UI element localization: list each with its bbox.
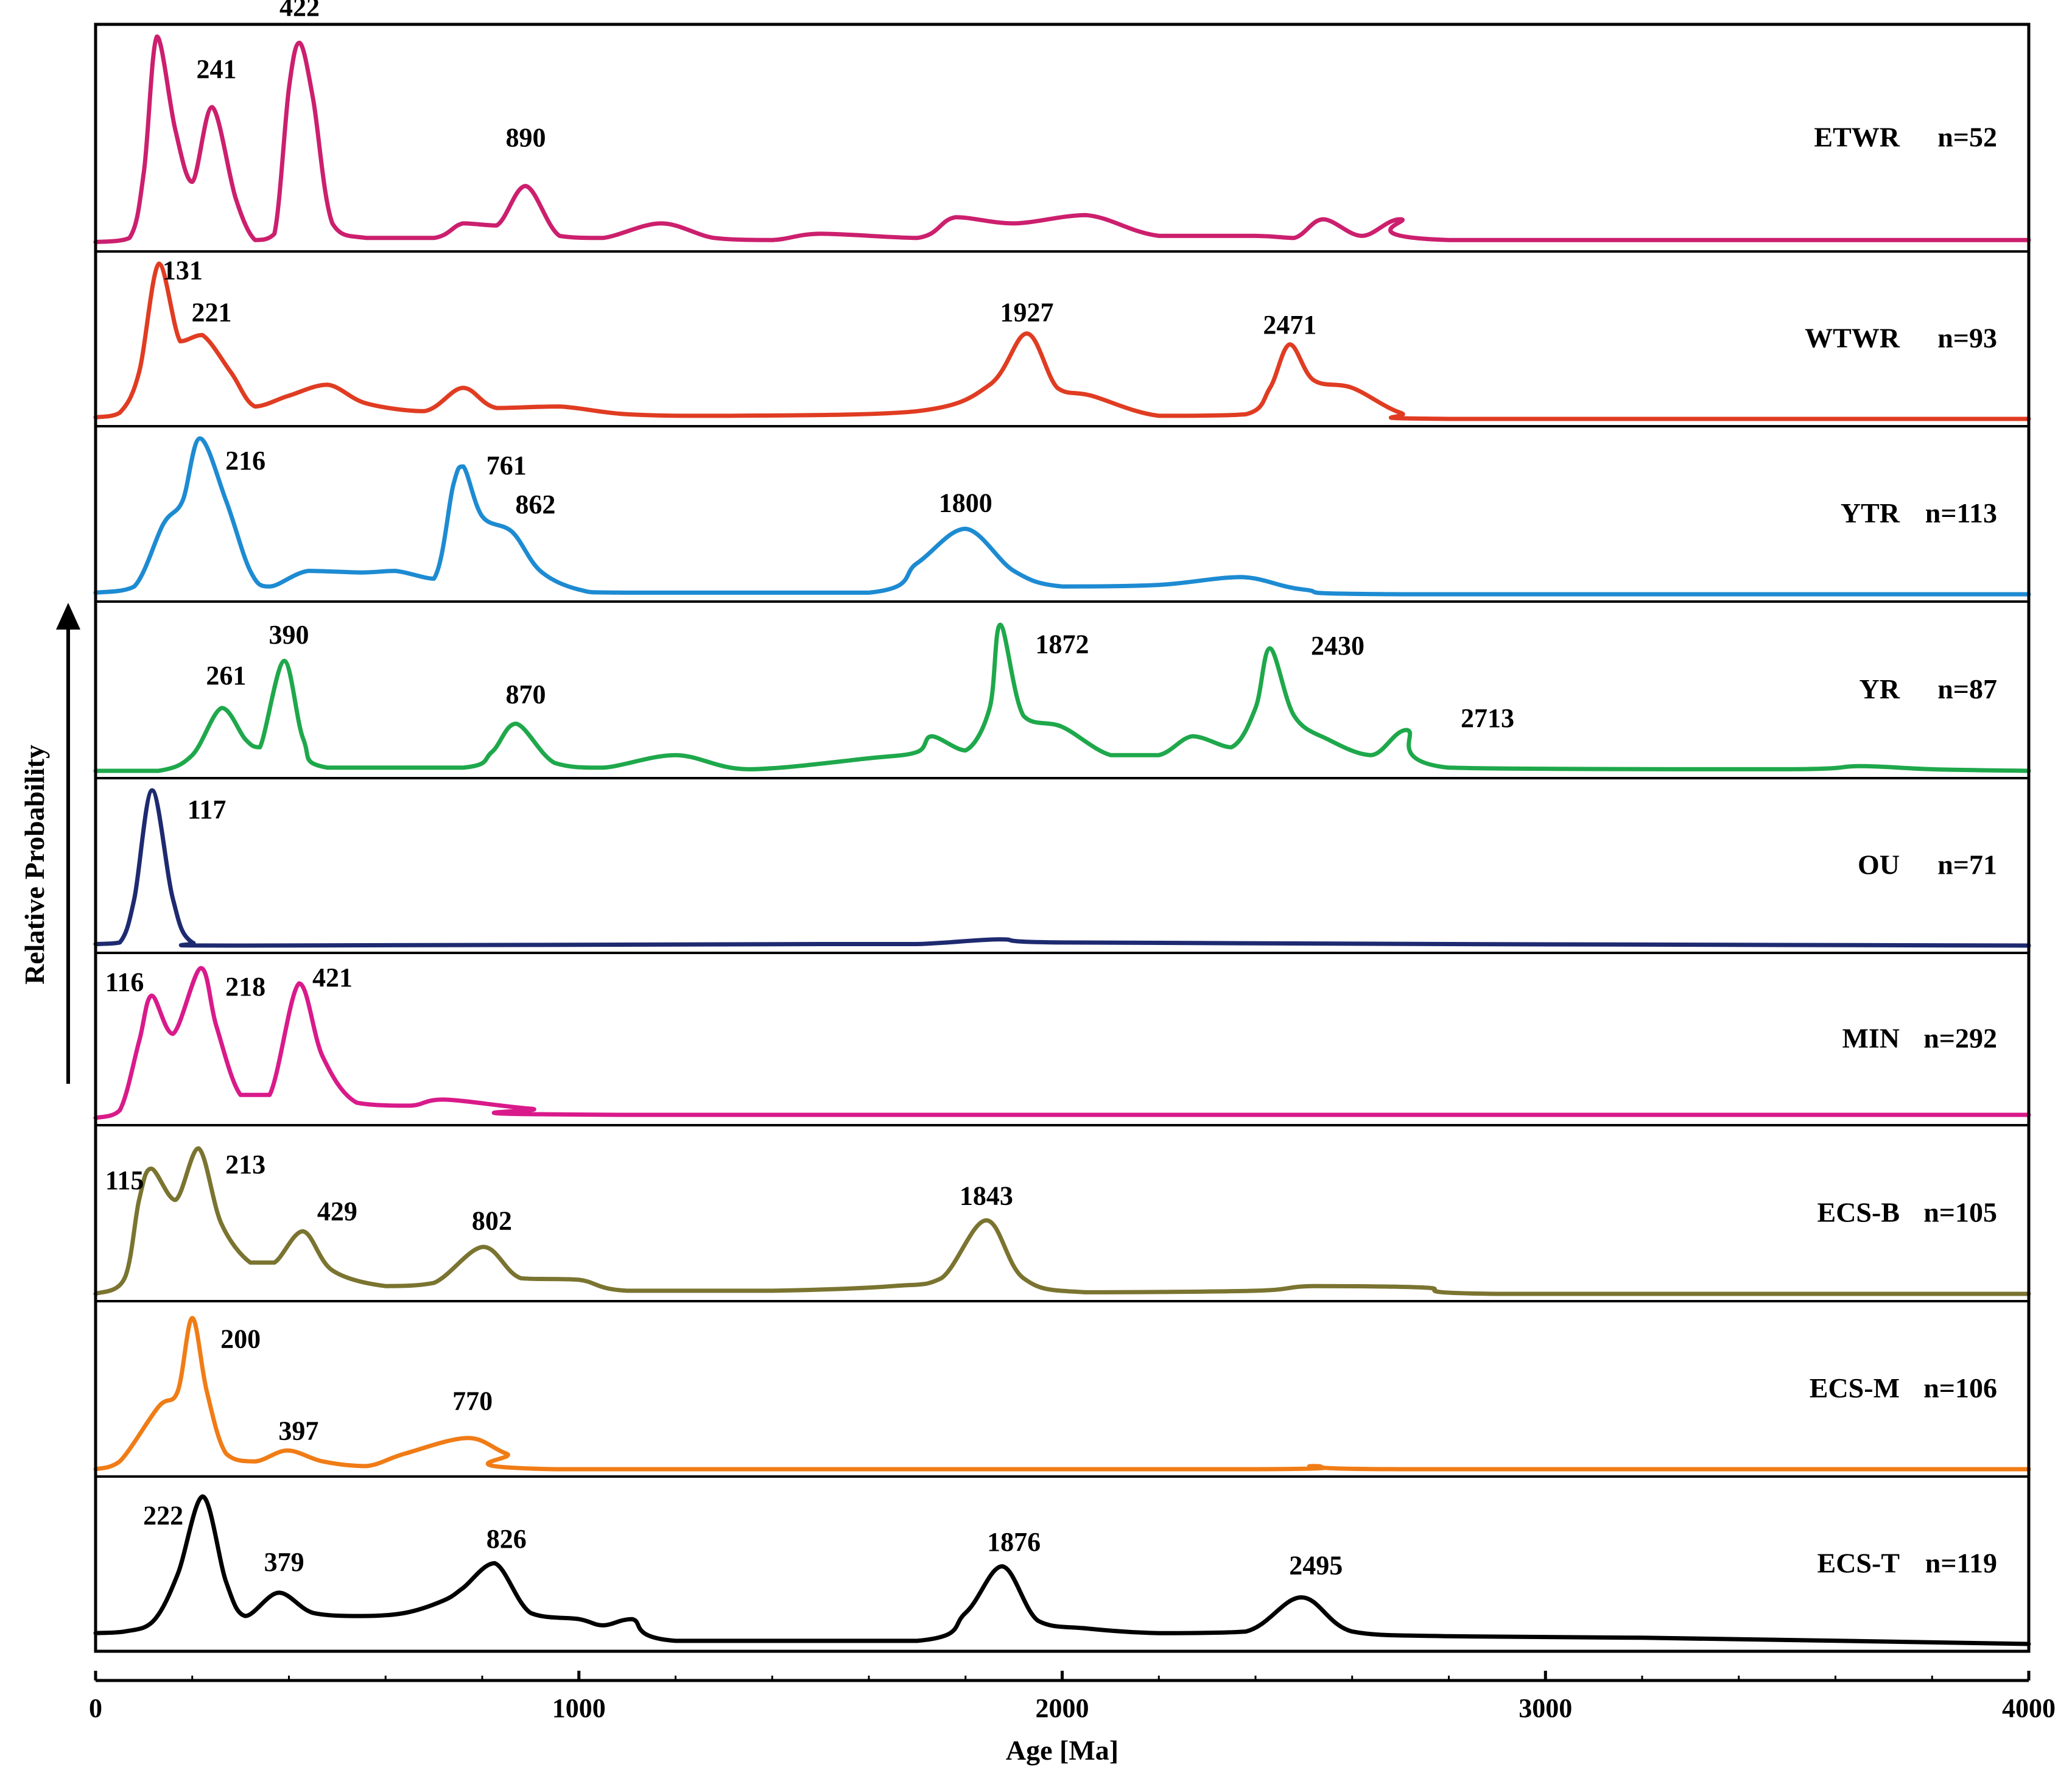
peak-label: 117 bbox=[188, 795, 227, 824]
series-line-ecs-t bbox=[93, 1494, 2031, 1646]
peak-label: 2430 bbox=[1311, 631, 1364, 661]
x-tick-label: 2000 bbox=[1036, 1693, 1089, 1723]
sample-name-label: ECS-T bbox=[1817, 1548, 1900, 1579]
peak-label: 421 bbox=[312, 963, 353, 992]
peak-label: 1876 bbox=[987, 1527, 1041, 1557]
peak-label: 1843 bbox=[960, 1181, 1013, 1211]
sample-name-label: ETWR bbox=[1814, 122, 1900, 153]
peak-label: 1872 bbox=[1036, 630, 1089, 659]
y-axis: Relative Probability bbox=[19, 603, 80, 1084]
peak-label: 422 bbox=[279, 0, 320, 22]
series-line-ou bbox=[93, 788, 2031, 948]
plot-border bbox=[94, 23, 2031, 1653]
probability-arrow-head-icon bbox=[56, 603, 80, 630]
peak-label: 826 bbox=[486, 1524, 527, 1554]
panel-ecs-t: 222 379 826 1876 2495 n=119 ECS-T bbox=[93, 1475, 2031, 1646]
y-axis-title: Relative Probability bbox=[19, 745, 50, 985]
peak-label: 2713 bbox=[1461, 703, 1514, 733]
sample-size-label: n=113 bbox=[1925, 497, 1997, 529]
panels-group: 127 241 422 890 n=52 ETWR 131 221 1927 2471 n=93 WT… bbox=[93, 0, 2031, 1646]
series-line-etwr bbox=[93, 34, 2031, 245]
peak-label: 1927 bbox=[1000, 297, 1054, 327]
peak-label: 1800 bbox=[939, 488, 992, 518]
panel-wtwr: 131 221 1927 2471 n=93 WTWR bbox=[93, 250, 2031, 421]
sample-size-label: n=105 bbox=[1923, 1197, 1997, 1228]
sample-size-label: n=93 bbox=[1937, 323, 1997, 354]
sample-size-label: n=87 bbox=[1937, 673, 1997, 704]
x-tick-label: 4000 bbox=[2002, 1693, 2056, 1723]
peak-label: 2495 bbox=[1289, 1550, 1343, 1580]
panel-ytr: 216 761 862 1800 n=113 YTR bbox=[93, 425, 2031, 597]
peak-label: 116 bbox=[105, 968, 144, 997]
peak-label: 802 bbox=[472, 1206, 512, 1236]
peak-label: 213 bbox=[225, 1150, 265, 1179]
sample-name-label: YR bbox=[1860, 673, 1900, 704]
peak-label: 770 bbox=[452, 1386, 493, 1416]
peak-label: 131 bbox=[163, 256, 203, 286]
sample-name-label: WTWR bbox=[1805, 323, 1900, 354]
sample-size-label: n=119 bbox=[1925, 1548, 1997, 1579]
sample-name-label: MIN bbox=[1842, 1023, 1900, 1054]
peak-label: 890 bbox=[505, 123, 546, 153]
panel-ecs-m: 200 397 770 n=106 ECS-M bbox=[93, 1300, 2031, 1472]
panel-yr: 261 390 870 1872 2430 2713 n=87 YR bbox=[93, 600, 2031, 773]
chart-frame bbox=[94, 23, 2031, 1653]
sample-name-label: OU bbox=[1858, 849, 1900, 880]
peak-label: 218 bbox=[225, 972, 265, 1002]
peak-label: 200 bbox=[220, 1324, 261, 1354]
peak-label: 127 bbox=[137, 0, 177, 1]
peak-label: 221 bbox=[192, 297, 232, 327]
sample-name-label: ECS-B bbox=[1817, 1197, 1900, 1228]
sample-size-label: n=292 bbox=[1923, 1023, 1997, 1054]
x-tick-label: 1000 bbox=[552, 1693, 606, 1723]
series-line-wtwr bbox=[93, 261, 2031, 421]
peak-label: 241 bbox=[196, 54, 236, 84]
series-line-yr bbox=[93, 622, 2031, 773]
peak-label: 2471 bbox=[1263, 310, 1316, 340]
sample-size-label: n=106 bbox=[1923, 1372, 1997, 1403]
sample-size-label: n=52 bbox=[1937, 122, 1997, 153]
sample-name-label: YTR bbox=[1841, 497, 1900, 529]
peak-label: 222 bbox=[143, 1501, 183, 1531]
x-tick-label: 3000 bbox=[1519, 1693, 1572, 1723]
peak-label: 397 bbox=[278, 1416, 318, 1445]
peak-label: 870 bbox=[505, 680, 546, 709]
peak-label: 862 bbox=[515, 490, 555, 519]
series-line-ecs-b bbox=[93, 1146, 2031, 1296]
x-axis: 0 1000 2000 3000 4000 Age [Ma] bbox=[89, 1671, 2056, 1766]
series-line-ytr bbox=[93, 436, 2031, 597]
panel-min: 116 218 421 n=292 MIN bbox=[93, 952, 2031, 1120]
series-line-ecs-m bbox=[93, 1316, 2031, 1472]
peak-label: 429 bbox=[317, 1196, 357, 1226]
panel-ou: 117 n=71 OU bbox=[93, 777, 2031, 948]
peak-label: 261 bbox=[206, 661, 246, 690]
peak-label: 115 bbox=[105, 1165, 144, 1195]
peak-label: 761 bbox=[486, 451, 527, 480]
sample-size-label: n=71 bbox=[1937, 849, 1997, 880]
x-tick-label: 0 bbox=[89, 1693, 102, 1723]
panel-ecs-b: 115 213 429 802 1843 n=105 ECS-B bbox=[93, 1124, 2031, 1296]
x-axis-title: Age [Ma] bbox=[1006, 1735, 1119, 1766]
panel-etwr: 127 241 422 890 n=52 ETWR bbox=[93, 0, 2031, 245]
peak-label: 216 bbox=[225, 446, 265, 476]
peak-label: 390 bbox=[269, 620, 309, 650]
series-line-min bbox=[93, 966, 2031, 1120]
peak-label: 379 bbox=[264, 1547, 304, 1577]
sample-name-label: ECS-M bbox=[1810, 1372, 1900, 1403]
